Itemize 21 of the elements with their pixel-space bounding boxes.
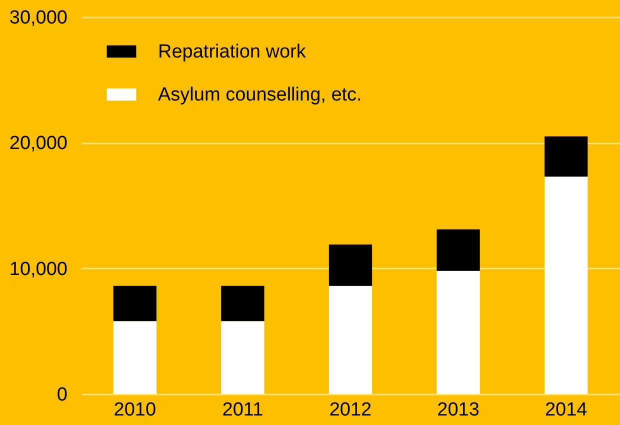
bar xyxy=(436,229,480,271)
bar xyxy=(436,270,480,394)
x-tick-label: 2014 xyxy=(544,400,588,420)
bar xyxy=(221,321,264,394)
x-tick-label: 2011 xyxy=(222,400,264,420)
y-tick-label: 30,000 xyxy=(9,8,68,28)
bar xyxy=(544,176,588,394)
bar xyxy=(113,321,156,394)
x-tick-label: 2010 xyxy=(114,400,156,420)
bar xyxy=(544,136,588,177)
bar xyxy=(328,244,372,286)
y-tick-label: 10,000 xyxy=(9,258,68,280)
x-tick-label: 2013 xyxy=(437,400,480,420)
bar xyxy=(113,286,156,322)
y-tick-label: 20,000 xyxy=(9,133,68,154)
legend-label: Asylum counselling, etc. xyxy=(158,84,362,106)
y-tick-label: 0 xyxy=(56,384,68,406)
legend-label: Repatriation work xyxy=(158,42,306,62)
x-tick-label: 2012 xyxy=(329,400,372,420)
bar xyxy=(221,286,264,322)
bar xyxy=(328,286,372,394)
